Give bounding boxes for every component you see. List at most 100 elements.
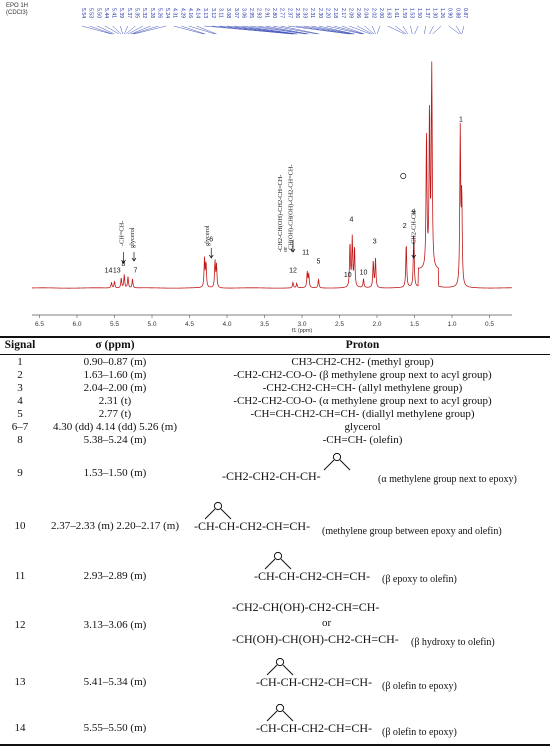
peak-number-label: 12	[289, 267, 297, 274]
peak-connector	[219, 25, 294, 35]
peak-connector	[414, 25, 419, 35]
peak-connector	[334, 25, 364, 35]
x-tick-label: 2.5	[335, 321, 344, 328]
arrow-head-icon	[411, 254, 417, 259]
arrow-head-icon	[131, 257, 137, 262]
peak-value-label: 1.61	[393, 8, 399, 18]
arrow-head-icon	[121, 259, 126, 264]
peak-value-label: 5.24	[164, 8, 170, 18]
x-tick-label: 0.5	[485, 321, 494, 328]
peak-value-label: 5.26	[156, 8, 162, 18]
peak-value-label: 3.13	[202, 8, 208, 18]
shift-cell: 2.77 (t)	[98, 408, 132, 420]
spectrum-title: EPO 1H	[6, 3, 29, 9]
shift-cell: 5.41–5.34 (m)	[83, 676, 147, 688]
shift-cell: 4.30 (dd) 4.14 (dd) 5.26 (m)	[52, 421, 178, 433]
proton-structure: -CH2-CH(OH)-CH2-CH=CH-	[232, 600, 380, 614]
x-axis: 6.5 6.0 5.5 5.0 4.5 4.0 3.5 3.0 2.5 2.0 1.5 1.0 0.5 f…	[32, 314, 512, 334]
peak-list: 5.54 5.53 5.50 5.44 5.41 5.39 5.37 5.35 5.32 5.28…	[80, 8, 468, 35]
peak-value-label: 2.04	[363, 8, 369, 18]
peak-connector	[234, 25, 297, 35]
proton-structure: -CH-CH-CH2-CH=CH-	[194, 519, 311, 533]
peak-value-label: 5.41	[111, 8, 117, 18]
table-top-rule	[0, 336, 550, 338]
peak-connector	[272, 25, 318, 35]
peak-annotation: glycerol	[129, 227, 136, 248]
peak-annotation: -CH(OH)-CH(OH)-CH2-CH=CH-	[287, 165, 294, 253]
signal-cell: 8	[17, 434, 23, 446]
proton-cell: glycerol	[344, 421, 381, 433]
proton-cell: -CH=CH- (olefin)	[322, 434, 403, 446]
signal-cell: 13	[14, 676, 26, 688]
peak-connector	[104, 25, 120, 35]
peak-connector	[196, 25, 217, 35]
peak-connector	[349, 25, 371, 35]
epoxide-ring-icon	[265, 657, 295, 681]
peak-connector	[429, 25, 434, 35]
peak-connector	[387, 25, 405, 35]
peak-connector	[424, 25, 427, 35]
peak-value-label: 3.12	[210, 8, 216, 18]
proton-or: or	[322, 617, 332, 629]
peak-connector	[97, 25, 115, 35]
x-tick-label: 5.0	[147, 321, 156, 328]
peak-connector	[257, 25, 308, 35]
shift-cell: 3.13–3.06 (m)	[83, 619, 147, 631]
epoxide-ring-icon	[263, 551, 293, 575]
peak-value-label: 2.17	[340, 8, 346, 18]
peak-connector	[119, 25, 123, 35]
shift-cell: 2.93–2.89 (m)	[83, 570, 147, 582]
peak-annotation: glycerol	[204, 225, 211, 246]
peak-annotation: or	[282, 246, 289, 252]
proton-structure: -CH-CH-CH2-CH=CH-	[254, 569, 371, 583]
peak-value-label: 2.80	[271, 8, 277, 18]
peak-connector	[181, 25, 206, 35]
peak-value-label: 2.02	[370, 8, 376, 18]
x-tick-label: 4.0	[222, 321, 231, 328]
proton-cell: -CH2-CH2-CO-O- (β methylene group next t…	[233, 369, 492, 381]
proton-note: (methylene group between epoxy and olefi…	[322, 526, 502, 537]
peak-connector	[188, 25, 216, 35]
peak-connector	[89, 25, 113, 35]
shift-cell: 1.53–1.50 (m)	[83, 467, 147, 479]
header-shift: σ (ppm)	[95, 339, 135, 351]
peak-number-label: 4	[350, 216, 354, 223]
arrow-head-icon	[290, 248, 296, 253]
x-tick-label: 3.0	[297, 321, 306, 328]
header-signal: Signal	[4, 339, 36, 351]
peak-value-label: 5.53	[88, 8, 94, 18]
peak-value-label: 5.54	[80, 8, 86, 18]
header-proton: Proton	[345, 339, 380, 351]
epoxide-ring-icon	[265, 703, 295, 727]
signal-cell: 14	[14, 722, 26, 734]
peak-value-label: 2.09	[347, 8, 353, 18]
table-bottom-rule	[0, 744, 550, 746]
peak-connector	[311, 25, 354, 35]
peak-connector	[376, 25, 381, 35]
peak-connector	[326, 25, 363, 35]
peak-number-label: 5	[317, 259, 321, 266]
peak-value-label: 2.36	[294, 8, 300, 18]
peak-connector	[341, 25, 365, 35]
peak-value-label: 3.06	[240, 8, 246, 18]
peak-connector	[356, 25, 373, 35]
peak-value-label: 5.37	[126, 8, 132, 18]
peak-connector	[124, 25, 129, 35]
shift-cell: 2.04–2.00 (m)	[83, 382, 147, 394]
peak-number-label: 3	[373, 239, 377, 246]
peak-number-label: 10	[360, 270, 368, 277]
peak-value-label: 5.50	[95, 8, 101, 18]
peak-value-label: 5.32	[141, 8, 147, 18]
peak-value-label: 2.20	[324, 8, 330, 18]
spectrum-trace	[32, 61, 513, 289]
peak-connector	[242, 25, 298, 35]
shift-cell: 5.55–5.50 (m)	[83, 722, 147, 734]
peak-connector	[318, 25, 355, 35]
peak-connector	[295, 25, 351, 35]
peak-connector	[456, 25, 462, 35]
peak-connector	[133, 25, 167, 35]
x-tick-label: 1.5	[410, 321, 419, 328]
peak-annotations: -CH=CH-glycerol glycerol -CH2-CH(OH)-CH2-C…	[119, 165, 418, 253]
peak-number-label: 7	[134, 267, 138, 274]
peak-connector	[395, 25, 407, 35]
